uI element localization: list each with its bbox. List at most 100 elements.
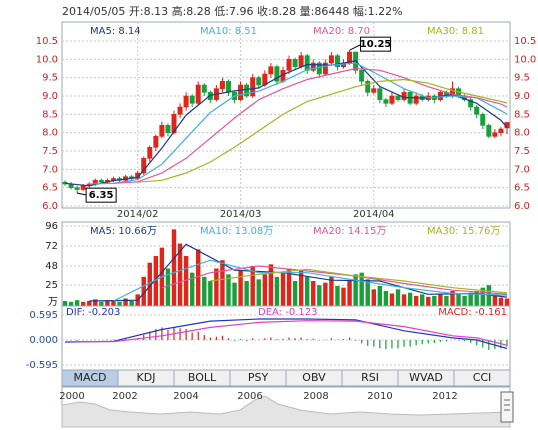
legend-entry: MA30: 8.81 — [427, 26, 484, 37]
candle-body — [147, 147, 153, 159]
volume-bar — [268, 264, 274, 306]
volume-bar — [286, 268, 292, 306]
candle-body — [135, 172, 141, 179]
volume-bar — [93, 299, 98, 306]
volume-bar — [304, 276, 310, 306]
candle-body — [492, 132, 498, 137]
y-tick-label-right: 10.0 — [514, 54, 536, 65]
y-tick-label: 6.5 — [42, 183, 58, 194]
candle-body — [238, 84, 244, 100]
y-tick-label: 7.0 — [42, 164, 58, 175]
candle-body — [371, 88, 377, 93]
y-tick-label: 0.000 — [29, 335, 58, 346]
quote-header: 2014/05/05 开:8.13 高:8.28 低:7.96 收:8.28 量… — [62, 4, 403, 18]
timeline-year: 2006 — [237, 391, 262, 402]
tab-label[interactable]: WVAD — [409, 371, 443, 384]
volume-bar — [323, 282, 328, 306]
candle-body — [486, 125, 492, 137]
y-tick-label-right: 9.0 — [514, 91, 530, 102]
volume-bar — [171, 229, 177, 306]
x-tick-label: 2014/04 — [353, 209, 395, 220]
volume-bar — [274, 276, 280, 306]
annotation-label: 6.35 — [89, 190, 114, 201]
ma-line — [210, 268, 508, 294]
volume-bar — [111, 300, 116, 306]
y-tick-label-right: 8.5 — [514, 109, 530, 120]
tab-label[interactable]: RSI — [361, 371, 379, 384]
volume-bar — [347, 281, 352, 306]
y-tick-label: 6.0 — [42, 201, 58, 212]
volume-bar — [256, 279, 261, 306]
volume-bar — [280, 272, 286, 306]
tab-label[interactable]: BOLL — [188, 371, 217, 384]
volume-bar — [214, 268, 219, 306]
candle-body — [413, 95, 419, 104]
ma-line — [113, 67, 508, 184]
volume-bar — [68, 301, 74, 306]
candle-body — [389, 95, 395, 104]
y-tick-label-right: 7.5 — [514, 146, 530, 157]
volume-bar — [413, 296, 419, 306]
candle-body — [292, 59, 298, 67]
y-tick-label: 8.5 — [42, 109, 58, 120]
legend-entry: MA5: 10.66万 — [90, 226, 157, 237]
candle-body — [171, 114, 177, 133]
volume-bar — [359, 272, 364, 306]
volume-bar — [196, 249, 201, 306]
candle-body — [219, 81, 225, 89]
volume-bar — [498, 297, 504, 306]
legend-entry: MA5: 8.14 — [90, 26, 141, 37]
candle-body — [286, 59, 292, 71]
candle-body — [304, 55, 310, 71]
y-tick-label: 72 — [45, 241, 58, 252]
legend-entry: MA10: 13.08万 — [200, 226, 273, 237]
legend-entry: MA30: 15.76万 — [427, 226, 500, 237]
tab-label[interactable]: PSY — [248, 371, 269, 384]
y-tick-label: 0.595 — [29, 310, 58, 321]
annotation-pointer — [349, 43, 362, 51]
candle-body — [189, 95, 195, 104]
volume-bar — [80, 301, 86, 306]
ma-line — [65, 320, 508, 346]
volume-bar — [377, 286, 383, 306]
ma-line — [161, 265, 508, 295]
candle-body — [474, 106, 480, 115]
tab-label[interactable]: KDJ — [137, 371, 156, 384]
volume-bar — [341, 287, 346, 306]
volume-bar — [262, 274, 268, 306]
y-tick-label-right: 6.0 — [514, 201, 530, 212]
ma-line — [64, 318, 508, 350]
y-tick-label-right: 10.5 — [514, 36, 536, 47]
candle-body — [334, 55, 340, 67]
tab-label[interactable]: OBV — [302, 371, 326, 384]
candle-body — [480, 114, 486, 126]
legend-entry: MA10: 8.51 — [200, 26, 257, 37]
volume-bar — [202, 276, 207, 306]
legend-entry: DIF: -0.203 — [66, 307, 120, 318]
ma-line — [113, 259, 508, 302]
volume-bar — [250, 266, 255, 306]
overview — [61, 386, 514, 428]
volume-bar — [395, 289, 401, 306]
candle-body — [268, 66, 274, 75]
timeline-year: 2010 — [367, 391, 392, 402]
volume-bar — [492, 294, 498, 306]
x-tick-label: 2014/03 — [220, 209, 262, 220]
volume-bar — [153, 256, 159, 306]
timeline-year: 2004 — [173, 391, 198, 402]
volume-bar — [407, 292, 413, 306]
y-tick-label: 96 — [45, 221, 58, 232]
tab-label[interactable]: MACD — [74, 371, 107, 384]
y-tick-label: 25 — [45, 280, 58, 291]
candle-body — [498, 128, 504, 133]
volume-bar — [311, 281, 316, 306]
candle-body — [274, 66, 280, 82]
legend-entry: MA20: 14.15万 — [313, 226, 386, 237]
tab[interactable] — [453, 369, 511, 387]
tab-label[interactable]: CCI — [473, 371, 492, 384]
y-tick-label: 9.0 — [42, 91, 58, 102]
volume-bar — [432, 296, 437, 306]
volume-bar — [129, 301, 134, 306]
unit-label: 万 — [48, 297, 58, 308]
